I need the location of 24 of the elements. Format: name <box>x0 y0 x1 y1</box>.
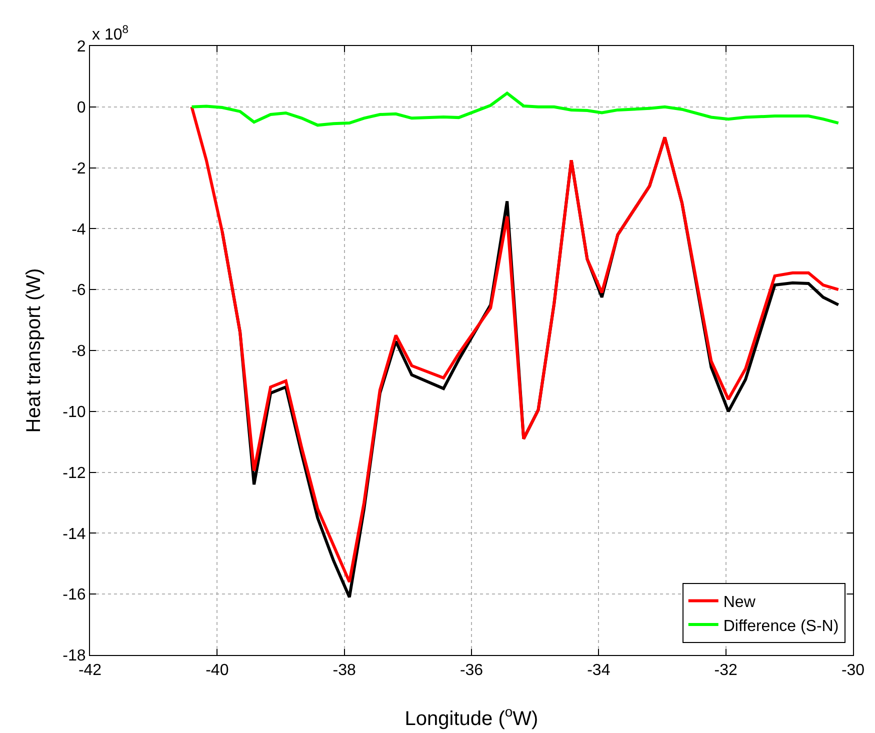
x-tick-label: -30 <box>841 662 865 680</box>
legend-label: Difference (S-N) <box>723 618 839 635</box>
x-tick-label: -38 <box>332 662 356 680</box>
y-tick-label: -12 <box>62 464 86 482</box>
x-tick-label: -40 <box>206 662 229 680</box>
y-tick-label: 0 <box>76 100 86 116</box>
text: x 10$^{8}$ <box>92 24 128 44</box>
y-tick-label: -16 <box>62 586 86 604</box>
y-tick-label: 2 <box>76 38 86 56</box>
x-tick-label: -34 <box>587 662 610 680</box>
x-axis-title: Longitude ($^{o}$W) <box>404 704 538 730</box>
legend-label: New <box>723 594 756 611</box>
y-tick-label: -2 <box>72 160 86 178</box>
y-tick-label: -4 <box>72 221 86 238</box>
y-tick-label: -10 <box>62 404 86 421</box>
y-tick-label: -8 <box>72 343 86 360</box>
line-series <box>190 92 840 127</box>
x-tick-label: -32 <box>714 662 738 680</box>
y-axis-title: Heat transport (W) <box>23 268 45 433</box>
y-tick-label: -18 <box>62 648 86 665</box>
x-tick-label: -42 <box>78 662 102 680</box>
x-tick-label: -36 <box>460 662 484 680</box>
y-tick-label: -6 <box>72 282 86 300</box>
y-tick-label: -14 <box>62 526 86 543</box>
